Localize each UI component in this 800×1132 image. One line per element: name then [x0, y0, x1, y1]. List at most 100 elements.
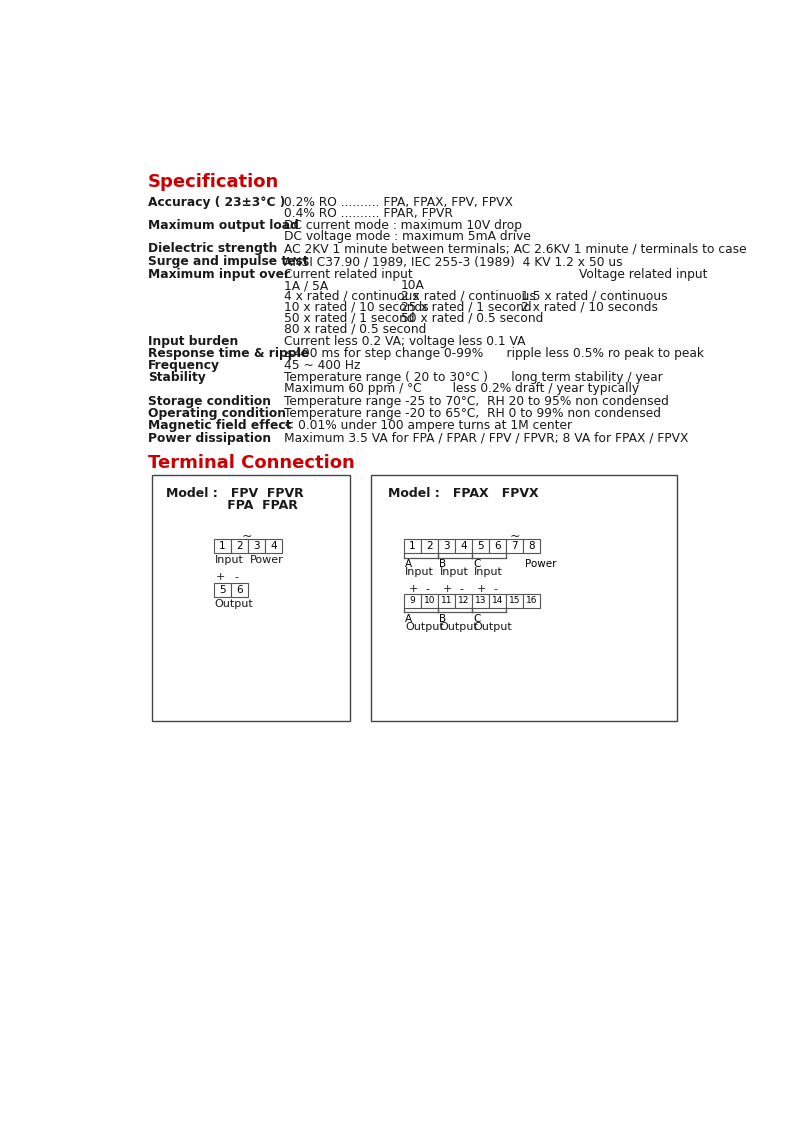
Text: Frequency: Frequency — [148, 359, 220, 372]
Text: 4 x rated / continuous: 4 x rated / continuous — [285, 290, 419, 303]
Text: +: + — [477, 584, 486, 594]
Bar — [455, 539, 472, 554]
Text: Current related input: Current related input — [285, 268, 414, 281]
Text: C: C — [474, 559, 481, 569]
Bar — [489, 539, 506, 554]
Text: 0.4% RO .......... FPAR, FPVR: 0.4% RO .......... FPAR, FPVR — [285, 207, 454, 220]
Bar — [404, 539, 421, 554]
Text: ≤400 ms for step change 0-99%      ripple less 0.5% ro peak to peak: ≤400 ms for step change 0-99% ripple les… — [285, 346, 705, 360]
Text: Accuracy ( 23±3°C ): Accuracy ( 23±3°C ) — [148, 196, 286, 209]
Bar — [231, 583, 248, 597]
Text: DC voltage mode : maximum 5mA drive: DC voltage mode : maximum 5mA drive — [285, 230, 531, 242]
Text: 5: 5 — [478, 541, 484, 551]
Text: 16: 16 — [526, 597, 538, 606]
Text: -: - — [426, 584, 430, 594]
Text: Surge and impulse test: Surge and impulse test — [148, 255, 309, 268]
Text: Maximum 3.5 VA for FPA / FPAR / FPV / FPVR; 8 VA for FPAX / FPVX: Maximum 3.5 VA for FPA / FPAR / FPV / FP… — [285, 431, 689, 445]
Text: B: B — [439, 614, 446, 624]
Text: 1: 1 — [219, 541, 226, 551]
Text: 10: 10 — [424, 597, 435, 606]
Text: 45 ~ 400 Hz: 45 ~ 400 Hz — [285, 359, 361, 372]
Text: 8: 8 — [528, 541, 535, 551]
Text: 5: 5 — [219, 585, 226, 595]
Text: Maximum 60 ppm / °C        less 0.2% draft / year typically: Maximum 60 ppm / °C less 0.2% draft / ye… — [285, 383, 639, 395]
Bar — [248, 539, 265, 554]
Text: ANSI C37.90 / 1989, IEC 255-3 (1989)  4 KV 1.2 x 50 us: ANSI C37.90 / 1989, IEC 255-3 (1989) 4 K… — [285, 255, 623, 268]
Text: Dielectric strength: Dielectric strength — [148, 242, 278, 255]
Text: Input burden: Input burden — [148, 334, 238, 348]
Text: Stability: Stability — [148, 371, 206, 385]
Text: -: - — [234, 573, 238, 583]
Text: 50 x rated / 1 second: 50 x rated / 1 second — [285, 311, 415, 325]
Bar — [404, 594, 421, 608]
Bar — [438, 539, 455, 554]
Text: 1A / 5A: 1A / 5A — [285, 280, 329, 292]
Text: Output: Output — [439, 621, 478, 632]
Text: A: A — [406, 614, 413, 624]
Text: Voltage related input: Voltage related input — [579, 268, 707, 281]
Bar — [265, 539, 282, 554]
Text: 10 x rated / 10 seconds: 10 x rated / 10 seconds — [285, 301, 430, 314]
Bar — [506, 539, 523, 554]
Text: Power: Power — [250, 556, 283, 566]
Text: Current less 0.2 VA; voltage less 0.1 VA: Current less 0.2 VA; voltage less 0.1 VA — [285, 334, 526, 348]
Text: Power: Power — [525, 559, 556, 569]
Text: ~: ~ — [509, 530, 520, 543]
Text: +: + — [442, 584, 452, 594]
Bar — [214, 583, 231, 597]
Text: 7: 7 — [511, 541, 518, 551]
Text: 13: 13 — [474, 597, 486, 606]
Text: 3: 3 — [254, 541, 260, 551]
Text: 2: 2 — [426, 541, 433, 551]
Text: AC 2KV 1 minute between terminals; AC 2.6KV 1 minute / terminals to case: AC 2KV 1 minute between terminals; AC 2.… — [285, 242, 747, 255]
Text: Maximum output load: Maximum output load — [148, 218, 299, 232]
Bar — [421, 594, 438, 608]
Text: 2: 2 — [236, 541, 243, 551]
Text: Input: Input — [439, 567, 468, 577]
Text: 50 x rated / 0.5 second: 50 x rated / 0.5 second — [401, 311, 543, 325]
Text: 12: 12 — [458, 597, 469, 606]
Bar — [472, 594, 489, 608]
Bar — [438, 594, 455, 608]
Text: Model :   FPV  FPVR: Model : FPV FPVR — [166, 487, 304, 500]
Text: Power dissipation: Power dissipation — [148, 431, 271, 445]
Text: 15: 15 — [509, 597, 520, 606]
Text: 4: 4 — [270, 541, 277, 551]
Bar — [231, 539, 248, 554]
Text: Temperature range -25 to 70°C,  RH 20 to 95% non condensed: Temperature range -25 to 70°C, RH 20 to … — [285, 395, 670, 408]
Text: -: - — [494, 584, 498, 594]
Text: 4: 4 — [460, 541, 466, 551]
Text: Storage condition: Storage condition — [148, 395, 271, 408]
Text: Maximum input over: Maximum input over — [148, 268, 290, 281]
Text: C: C — [474, 614, 481, 624]
Text: FPA  FPAR: FPA FPAR — [166, 498, 298, 512]
Text: Response time & ripple: Response time & ripple — [148, 346, 309, 360]
Text: DC current mode : maximum 10V drop: DC current mode : maximum 10V drop — [285, 218, 522, 232]
Text: 1: 1 — [409, 541, 416, 551]
Text: A: A — [406, 559, 413, 569]
Text: Output: Output — [406, 621, 444, 632]
Text: Operating condition: Operating condition — [148, 406, 286, 420]
Bar — [455, 594, 472, 608]
Text: 10A: 10A — [401, 280, 425, 292]
Text: 9: 9 — [410, 597, 415, 606]
Text: 2 x rated / 10 seconds: 2 x rated / 10 seconds — [521, 301, 658, 314]
Text: Input: Input — [214, 556, 243, 566]
Text: +: + — [215, 573, 225, 583]
Text: Output: Output — [474, 621, 512, 632]
Text: 0.2% RO .......... FPA, FPAX, FPV, FPVX: 0.2% RO .......... FPA, FPAX, FPV, FPVX — [285, 196, 514, 209]
Bar — [371, 474, 678, 721]
Bar — [523, 539, 540, 554]
Text: 2 x rated / continuous: 2 x rated / continuous — [401, 290, 535, 303]
Text: Temperature range ( 20 to 30°C )      long term stability / year: Temperature range ( 20 to 30°C ) long te… — [285, 371, 663, 385]
Text: Input: Input — [474, 567, 502, 577]
Text: 80 x rated / 0.5 second: 80 x rated / 0.5 second — [285, 323, 427, 335]
Bar — [421, 539, 438, 554]
Text: 6: 6 — [494, 541, 501, 551]
Bar — [214, 539, 231, 554]
Text: Terminal Connection: Terminal Connection — [148, 454, 355, 472]
Text: Model :   FPAX   FPVX: Model : FPAX FPVX — [388, 487, 539, 500]
Text: +: + — [409, 584, 418, 594]
Text: Temperature range -20 to 65°C,  RH 0 to 99% non condensed: Temperature range -20 to 65°C, RH 0 to 9… — [285, 406, 662, 420]
Text: Output: Output — [214, 599, 254, 609]
